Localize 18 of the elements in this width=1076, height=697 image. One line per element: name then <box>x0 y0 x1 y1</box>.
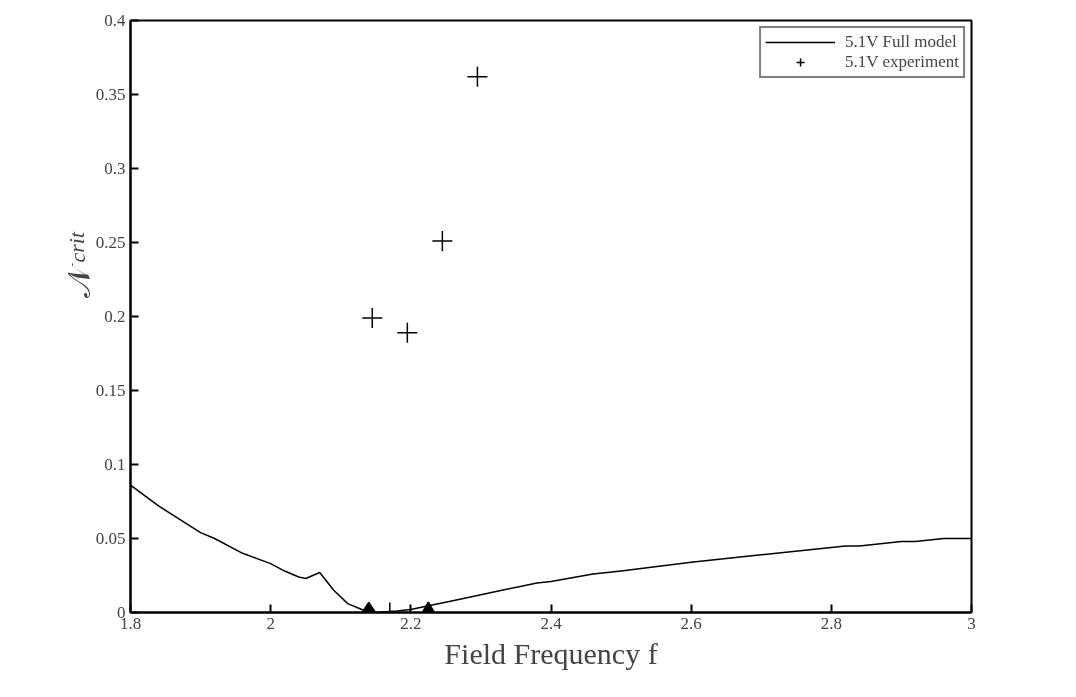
x-tick-label: 3 <box>967 613 976 633</box>
x-tick-label: 2.8 <box>820 613 842 633</box>
y-tick-label: 0.2 <box>104 307 126 326</box>
y-tick-label: 0.05 <box>95 529 126 548</box>
y-tick-label: 0.25 <box>95 233 126 252</box>
x-tick-label: 2.4 <box>540 613 563 633</box>
x-tick-label: 2.2 <box>400 613 422 633</box>
y-tick-label: 0.35 <box>95 85 126 104</box>
y-tick-label: 0.4 <box>104 11 126 30</box>
x-tick-label: 2.6 <box>680 613 702 633</box>
legend-label: 5.1V Full model <box>845 32 957 52</box>
y-tick-label: 0.1 <box>104 455 126 474</box>
y-tick-label: 0.15 <box>95 381 126 400</box>
legend-label: 5.1V experiment <box>845 52 959 72</box>
y-tick-label: 0.3 <box>104 159 126 178</box>
x-tick-label: 2 <box>266 613 275 633</box>
x-axis-title: Field Frequency f <box>444 636 658 670</box>
y-axis-title: 𝒩crit <box>60 231 97 298</box>
